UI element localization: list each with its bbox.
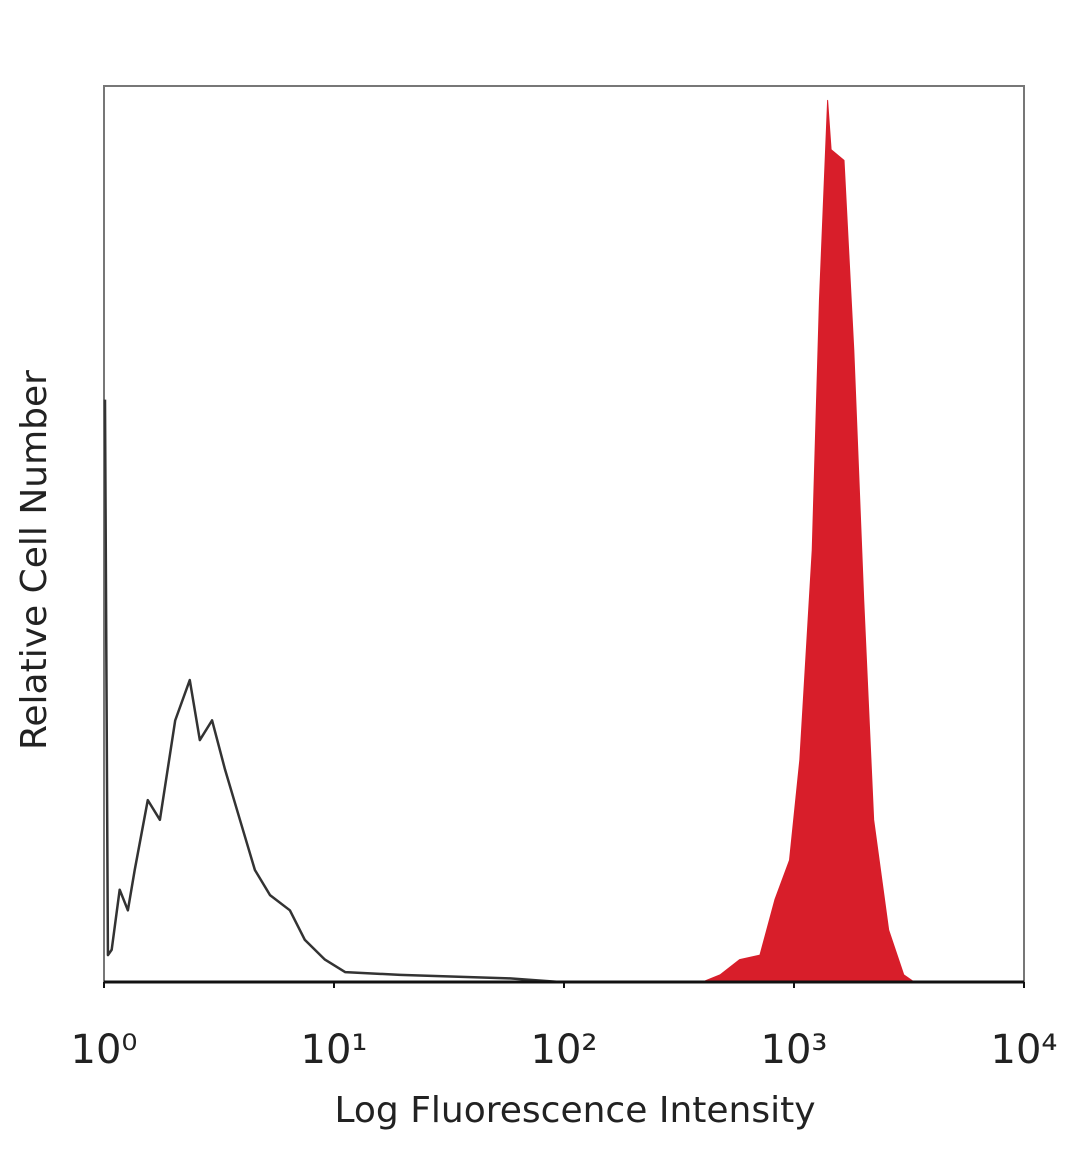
x-tick-label: 10⁴: [991, 1027, 1058, 1073]
x-tick-label: 10³: [761, 1027, 828, 1073]
plot-frame: [103, 85, 1025, 983]
x-tick-label: 10¹: [301, 1027, 368, 1073]
histogram-line: [103, 399, 561, 984]
x-tick-label: 10²: [531, 1027, 598, 1073]
x-axis-title: Log Fluorescence Intensity: [334, 1090, 815, 1131]
x-tick-label: 10⁰: [71, 1027, 138, 1073]
histogram-area: [701, 99, 915, 983]
y-axis-title: Relative Cell Number: [14, 370, 55, 750]
